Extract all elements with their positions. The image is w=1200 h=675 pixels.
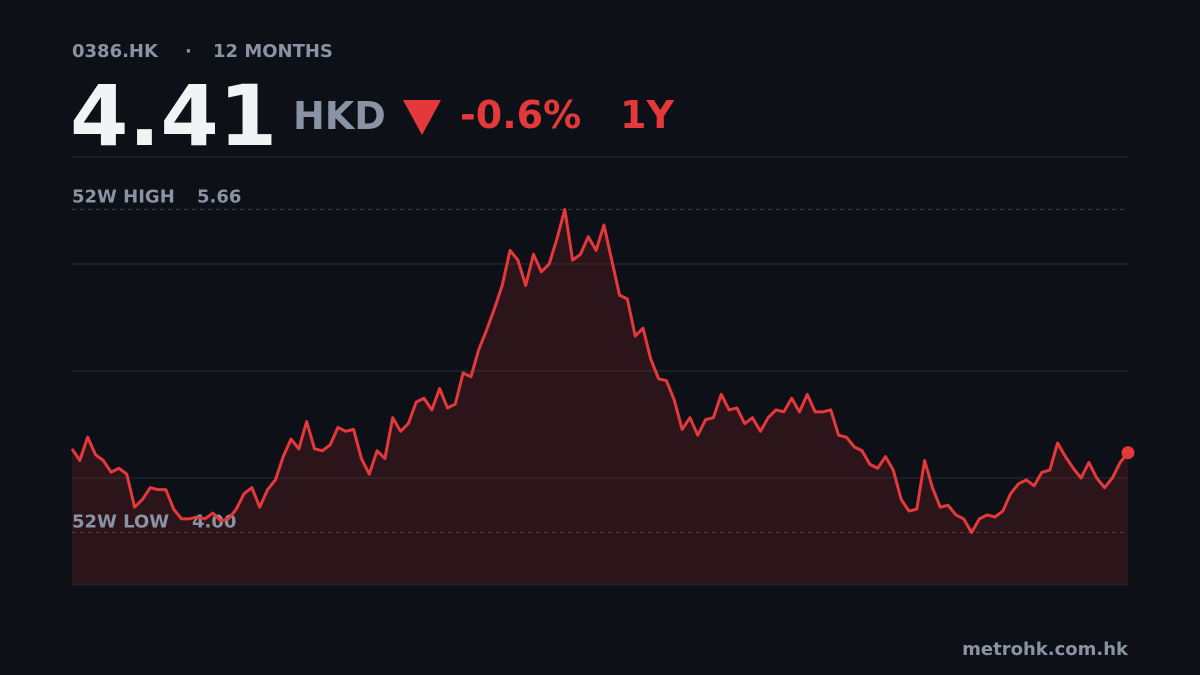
last-point bbox=[1121, 446, 1135, 460]
low-label: 52W LOW bbox=[72, 511, 169, 532]
period: 12 MONTHS bbox=[213, 41, 333, 62]
area bbox=[72, 209, 1128, 585]
site: metrohk.com.hk bbox=[962, 639, 1129, 660]
price-line bbox=[70, 208, 1130, 534]
high-value: 5.66 bbox=[197, 187, 241, 208]
currency: HKD bbox=[293, 94, 386, 138]
change-arrow bbox=[403, 100, 441, 135]
low-value: 4.00 bbox=[192, 511, 236, 532]
separator: · bbox=[185, 41, 192, 62]
change: -0.6% bbox=[460, 93, 581, 137]
ticker: 0386.HK bbox=[72, 41, 159, 62]
range: 1Y bbox=[620, 93, 674, 137]
price: 4.41 bbox=[70, 67, 277, 165]
high-label: 52W HIGH bbox=[72, 187, 175, 208]
